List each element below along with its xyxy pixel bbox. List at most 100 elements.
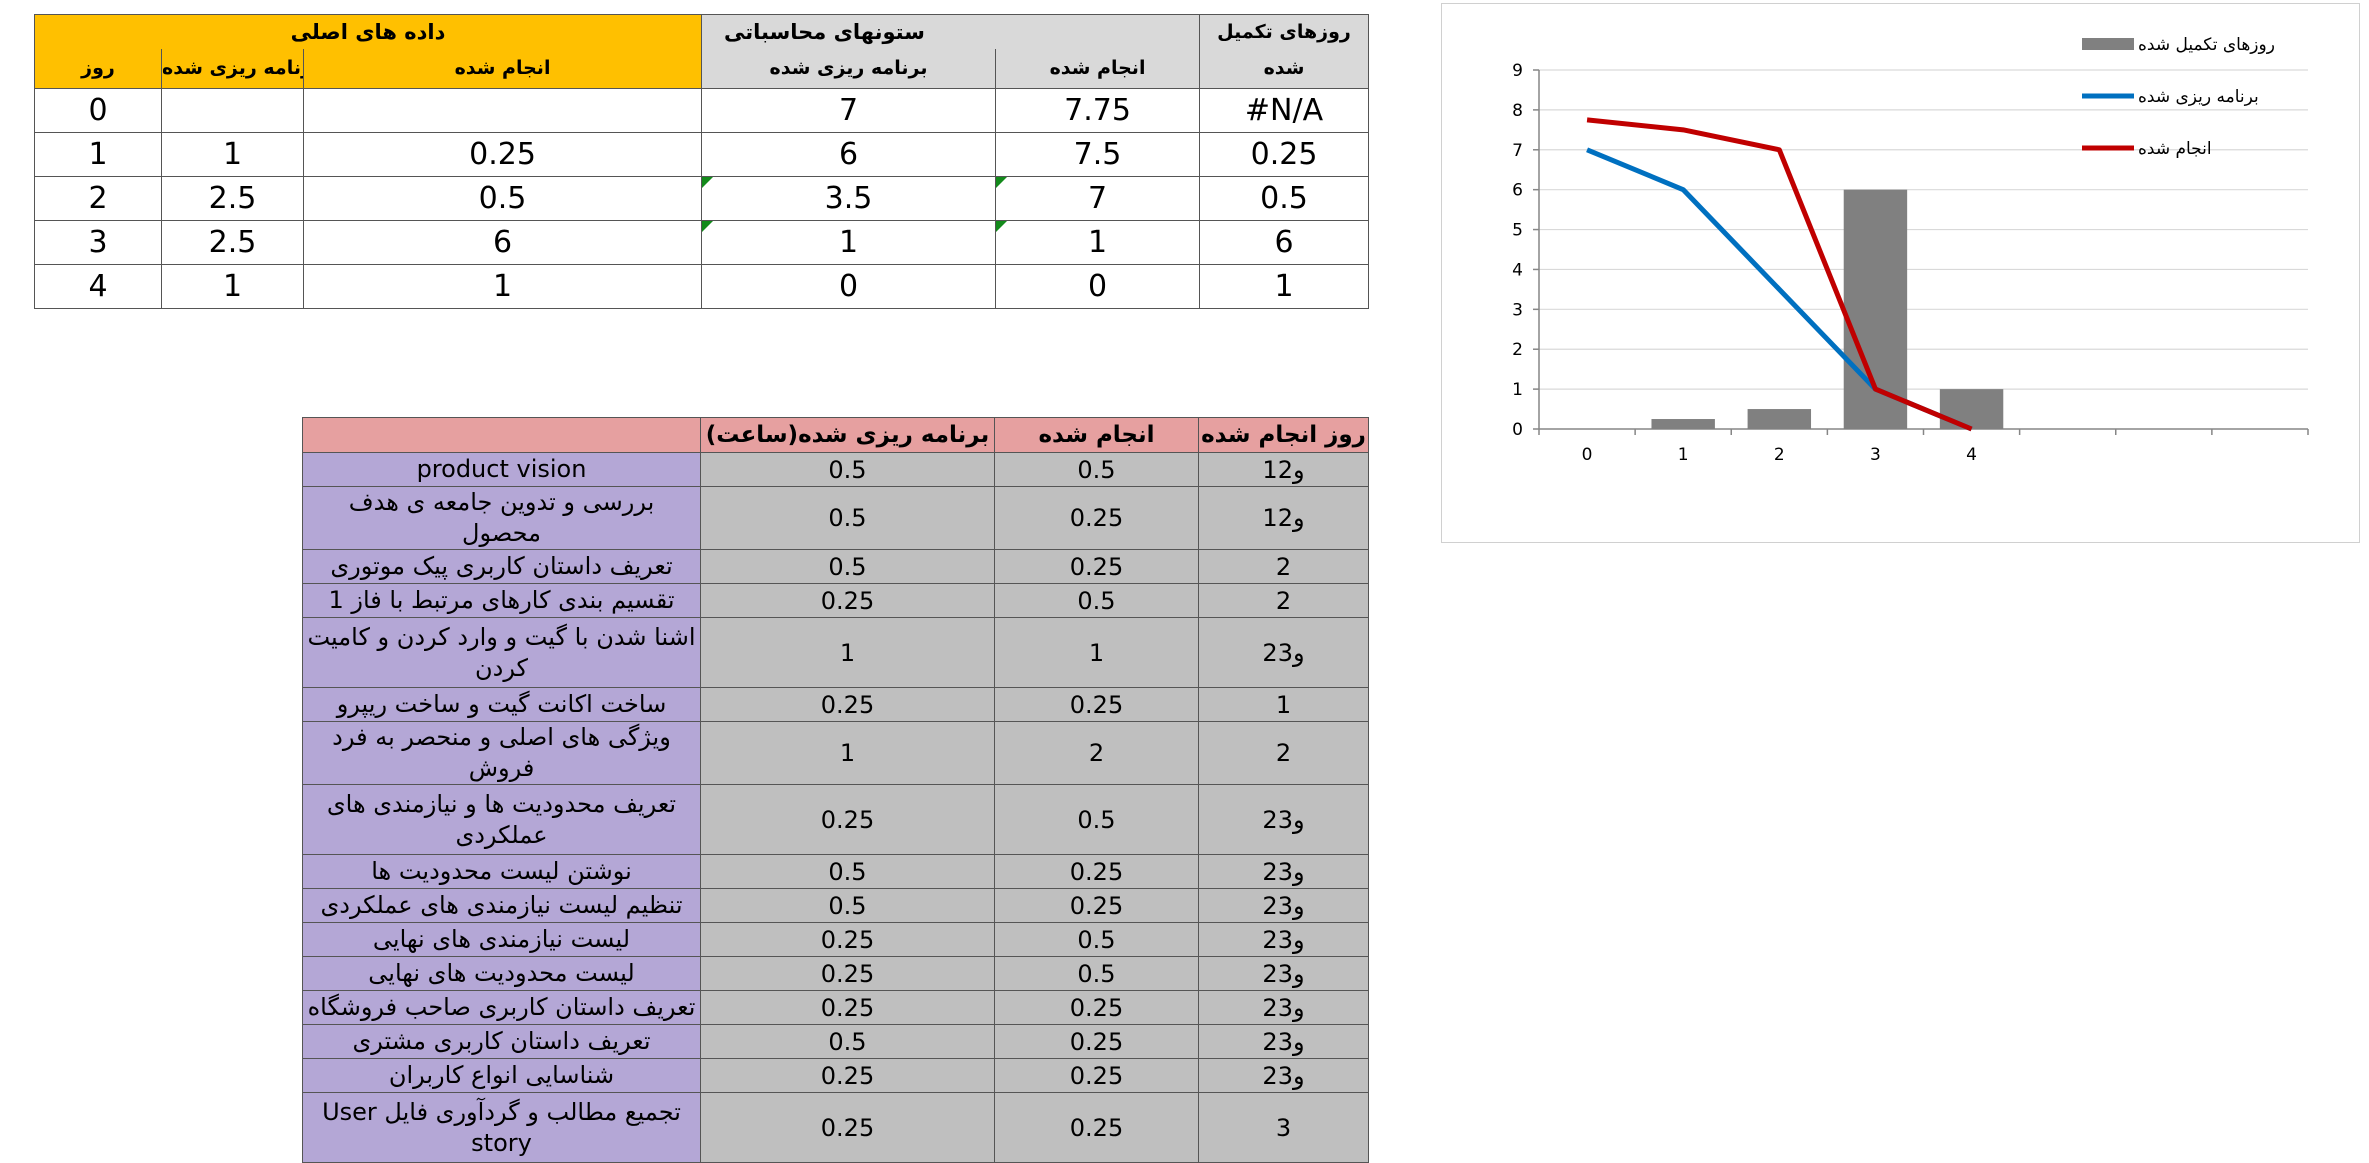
- cell-day[interactable]: 4: [34, 264, 162, 309]
- cell-done[interactable]: 1: [302, 264, 703, 309]
- cell-planned[interactable]: 1: [161, 264, 304, 309]
- cell-day[interactable]: 3: [34, 220, 162, 265]
- task-name-cell[interactable]: تعریف محدودیت ها و نیازمندی های عملکردی: [302, 784, 701, 855]
- task-name-cell[interactable]: ساخت اکانت گیت و ساخت ریپرو: [302, 687, 701, 722]
- task-planned-cell[interactable]: 0.25: [700, 1092, 995, 1163]
- task-done-cell[interactable]: 0.25: [994, 1092, 1199, 1163]
- task-planned-cell[interactable]: 0.5: [700, 549, 995, 584]
- task-day-cell[interactable]: 2و3: [1198, 1024, 1369, 1059]
- cell-completed[interactable]: #N/A: [1199, 88, 1370, 133]
- table-row: 3 2.5 6 1 1 6: [34, 220, 1370, 265]
- cell-planned[interactable]: [161, 88, 304, 133]
- task-done-cell[interactable]: 0.5: [994, 583, 1199, 618]
- task-planned-cell[interactable]: 0.5: [700, 888, 995, 923]
- task-done-cell[interactable]: 0.25: [994, 1058, 1199, 1093]
- cell-calc-planned[interactable]: 6: [701, 132, 997, 177]
- cell-calc-planned[interactable]: 7: [701, 88, 997, 133]
- task-done-cell[interactable]: 0.25: [994, 1024, 1199, 1059]
- task-name-cell[interactable]: تقسیم بندی کارهای مرتبط با فاز 1: [302, 583, 701, 618]
- task-done-cell[interactable]: 0.25: [994, 687, 1199, 722]
- task-planned-cell[interactable]: 0.5: [700, 1024, 995, 1059]
- task-day-cell[interactable]: 2و3: [1198, 617, 1369, 688]
- cell-done[interactable]: 0.5: [302, 176, 703, 221]
- task-day-cell[interactable]: 2و3: [1198, 1058, 1369, 1093]
- task-name-cell[interactable]: اشنا شدن با گیت و وارد کردن و کامیت کردن: [302, 617, 701, 688]
- task-day-cell[interactable]: 2و3: [1198, 854, 1369, 889]
- task-name-cell[interactable]: تنظیم لیست نیازمندی های عملکردی: [302, 888, 701, 923]
- task-done-cell[interactable]: 1: [994, 617, 1199, 688]
- cell-calc-done[interactable]: 7.75: [995, 88, 1201, 133]
- task-name-cell[interactable]: تعریف داستان کاربری پیک موتوری: [302, 549, 701, 584]
- task-planned-cell[interactable]: 0.25: [700, 1058, 995, 1093]
- task-done-cell[interactable]: 0.5: [994, 922, 1199, 957]
- cell-done[interactable]: 0.25: [302, 132, 703, 177]
- task-name-cell[interactable]: ویژگی های اصلی و منحصر به فرد فروش: [302, 721, 701, 785]
- cell-calc-done[interactable]: 0: [995, 264, 1201, 309]
- task-planned-cell[interactable]: 1: [700, 721, 995, 785]
- task-planned-cell[interactable]: 0.5: [700, 854, 995, 889]
- task-row: تعریف داستان کاربری پیک موتوری 0.5 0.25 2: [302, 549, 1369, 584]
- cell-completed[interactable]: 6: [1199, 220, 1370, 265]
- task-name-cell[interactable]: product vision: [302, 452, 701, 487]
- cell-completed[interactable]: 0.5: [1199, 176, 1370, 221]
- task-name-cell[interactable]: تعریف داستان کاربری صاحب فروشگاه: [302, 990, 701, 1025]
- task-planned-cell[interactable]: 0.25: [700, 922, 995, 957]
- task-done-cell[interactable]: 0.25: [994, 990, 1199, 1025]
- x-tick-label: 1: [1678, 445, 1689, 465]
- cell-calc-done[interactable]: 7: [995, 176, 1201, 221]
- task-planned-cell[interactable]: 0.5: [700, 486, 995, 550]
- task-planned-cell[interactable]: 0.5: [700, 452, 995, 487]
- task-day-cell[interactable]: 3: [1198, 1092, 1369, 1163]
- cell-done[interactable]: [302, 88, 703, 133]
- task-day-cell[interactable]: 1: [1198, 687, 1369, 722]
- task-day-cell[interactable]: 1و2: [1198, 452, 1369, 487]
- task-day-cell[interactable]: 2: [1198, 721, 1369, 785]
- task-planned-cell[interactable]: 0.25: [700, 956, 995, 991]
- task-planned-cell[interactable]: 0.25: [700, 784, 995, 855]
- cell-calc-planned[interactable]: 3.5: [701, 176, 997, 221]
- cell-day[interactable]: 0: [34, 88, 162, 133]
- task-done-cell[interactable]: 0.5: [994, 452, 1199, 487]
- task-done-cell[interactable]: 0.25: [994, 854, 1199, 889]
- task-done-cell[interactable]: 0.25: [994, 549, 1199, 584]
- task-day-cell[interactable]: 2: [1198, 583, 1369, 618]
- task-day-cell[interactable]: 2: [1198, 549, 1369, 584]
- cell-calc-planned[interactable]: 0: [701, 264, 997, 309]
- cell-calc-done[interactable]: 7.5: [995, 132, 1201, 177]
- task-day-cell[interactable]: 2و3: [1198, 888, 1369, 923]
- cell-calc-done[interactable]: 1: [995, 220, 1201, 265]
- task-planned-cell[interactable]: 0.25: [700, 687, 995, 722]
- task-name-cell[interactable]: تعریف داستان کاربری مشتری: [302, 1024, 701, 1059]
- task-day-cell[interactable]: 2و3: [1198, 990, 1369, 1025]
- task-name-cell[interactable]: تجمیع مطالب و گردآوری فایل User story: [302, 1092, 701, 1163]
- cell-planned[interactable]: 1: [161, 132, 304, 177]
- task-name-cell[interactable]: بررسی و تدوین جامعه ی هدف محصول: [302, 486, 701, 550]
- task-done-cell[interactable]: 0.25: [994, 486, 1199, 550]
- cell-calc-planned[interactable]: 1: [701, 220, 997, 265]
- task-day-cell[interactable]: 2و3: [1198, 956, 1369, 991]
- cell-day[interactable]: 2: [34, 176, 162, 221]
- task-name-cell[interactable]: شناسایی انواع کاربران: [302, 1058, 701, 1093]
- task-done-cell[interactable]: 0.25: [994, 888, 1199, 923]
- group-calc-label: ستونهای محاسباتی: [724, 19, 925, 44]
- task-planned-cell[interactable]: 1: [700, 617, 995, 688]
- cell-completed[interactable]: 0.25: [1199, 132, 1370, 177]
- task-done-cell[interactable]: 0.5: [994, 784, 1199, 855]
- col-calc-done-label: انجام شده: [1049, 57, 1146, 80]
- task-name-cell[interactable]: لیست نیازمندی های نهایی: [302, 922, 701, 957]
- cell-done[interactable]: 6: [302, 220, 703, 265]
- task-day-cell[interactable]: 2و3: [1198, 784, 1369, 855]
- task-name-cell[interactable]: نوشتن لیست محدودیت ها: [302, 854, 701, 889]
- task-done-cell[interactable]: 0.5: [994, 956, 1199, 991]
- cell-planned[interactable]: 2.5: [161, 220, 304, 265]
- x-tick-label: 4: [1966, 445, 1977, 465]
- cell-day[interactable]: 1: [34, 132, 162, 177]
- cell-planned[interactable]: 2.5: [161, 176, 304, 221]
- cell-completed[interactable]: 1: [1199, 264, 1370, 309]
- task-name-cell[interactable]: لیست محدودیت های نهایی: [302, 956, 701, 991]
- task-planned-cell[interactable]: 0.25: [700, 583, 995, 618]
- task-done-cell[interactable]: 2: [994, 721, 1199, 785]
- task-planned-cell[interactable]: 0.25: [700, 990, 995, 1025]
- task-day-cell[interactable]: 2و3: [1198, 922, 1369, 957]
- task-day-cell[interactable]: 1و2: [1198, 486, 1369, 550]
